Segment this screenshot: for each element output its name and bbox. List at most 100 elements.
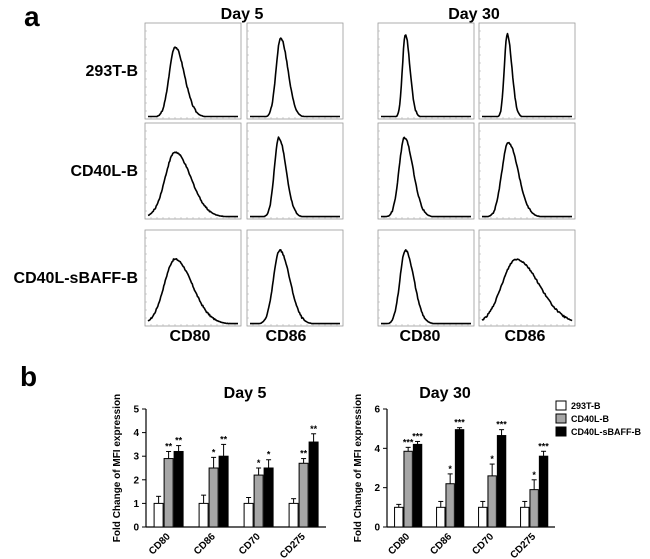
- y-tick-label-day5: 0: [133, 523, 139, 534]
- y-tick-label-day30: 6: [374, 405, 380, 416]
- y-tick-label-day30: 2: [374, 483, 380, 494]
- bar-day30-cd86-2: [454, 429, 465, 528]
- y-tick-label-day5: 3: [133, 452, 139, 463]
- histogram-frame: [144, 122, 242, 220]
- significance-label: *: [267, 450, 271, 460]
- col-label-cd86-day30: CD86: [505, 328, 546, 345]
- histogram-cd40l-sbaff-b-cd80-day30: [377, 229, 475, 327]
- histogram-frame: [377, 122, 475, 220]
- significance-label: **: [220, 434, 228, 444]
- significance-label: ***: [538, 441, 549, 451]
- bar-day30-cd70-2: [496, 435, 507, 528]
- bar-day30-cd275-1: [529, 489, 539, 528]
- histogram-cd40l-sbaff-b-cd86-day30: [478, 229, 576, 327]
- significance-label: **: [300, 449, 308, 459]
- y-axis-label-day5: Fold Change of MFI expression: [112, 394, 123, 542]
- x-tick-label-day5: CD80: [147, 531, 173, 557]
- bar-day5-cd80-2: [173, 450, 184, 528]
- histogram-frame: [246, 122, 344, 220]
- histogram-cd40l-sbaff-b-cd86-day5: [246, 229, 344, 327]
- bar-day5-cd86-2: [218, 455, 229, 528]
- significance-label: ***: [403, 437, 414, 447]
- row-label-cd40l-sbaff-b: CD40L-sBAFF-B: [14, 270, 138, 287]
- histogram-cd40l-sbaff-b-cd80-day5: [144, 229, 242, 327]
- x-tick-label-day30: CD86: [428, 531, 454, 557]
- y-tick-label-day5: 2: [133, 475, 139, 486]
- bar-day5-cd80-1: [163, 458, 174, 528]
- bar-day5-cd70-0: [243, 502, 254, 528]
- bar-day5-cd275-2: [308, 441, 319, 528]
- y-tick-label-day30: 4: [374, 444, 380, 455]
- histogram-frame: [377, 229, 475, 327]
- x-tick-label-day30: CD275: [508, 531, 538, 559]
- bar-day30-cd86-0: [436, 506, 446, 528]
- histogram-cd40l-b-cd80-day5: [144, 122, 242, 220]
- histogram-frame: [377, 22, 475, 120]
- legend: 293T-B CD40L-B CD40L-sBAFF-B: [555, 400, 642, 437]
- legend-label-cd40l-b: CD40L-B: [571, 414, 610, 424]
- significance-label: *: [257, 458, 261, 468]
- significance-label: **: [175, 436, 183, 446]
- y-axis-label-day30: Fold Change of MFI expression: [353, 394, 364, 542]
- significance-label: ***: [454, 418, 465, 428]
- histogram-curve: [482, 32, 573, 118]
- bar-day30-cd86-1: [445, 483, 455, 528]
- significance-label: ***: [412, 431, 423, 441]
- histogram-frame: [478, 229, 576, 327]
- x-tick-label-day5: CD275: [278, 531, 308, 559]
- histogram-293t-b-cd80-day5: [144, 22, 242, 120]
- y-tick-label-day5: 1: [133, 499, 139, 510]
- bar-day30-cd80-2: [412, 443, 423, 528]
- bar-day5-cd86-1: [208, 467, 219, 528]
- bar-day30-cd70-0: [478, 506, 488, 528]
- significance-label: *: [490, 454, 494, 464]
- legend-swatch-cd40l-sbaff-b: [555, 426, 567, 437]
- row-label-cd40l-b: CD40L-B: [70, 163, 138, 180]
- x-tick-label-day30: CD70: [470, 531, 496, 557]
- histogram-curve: [381, 34, 472, 118]
- legend-swatch-293t-b: [555, 400, 567, 411]
- group-title-day5: Day 5: [221, 6, 264, 23]
- legend-label-293t-b: 293T-B: [571, 401, 601, 411]
- y-tick-label-day5: 4: [133, 428, 139, 439]
- bar-day5-cd80-0: [153, 502, 164, 528]
- x-tick-label-day5: CD86: [192, 531, 218, 557]
- histogram-curve: [250, 37, 341, 118]
- legend-swatch-cd40l-b: [555, 413, 567, 424]
- panel-label-a: a: [24, 1, 40, 32]
- histogram-curve: [381, 249, 472, 325]
- histogram-curve: [147, 151, 239, 218]
- histogram-cd40l-b-cd86-day30: [478, 122, 576, 220]
- histogram-frame: [246, 229, 344, 327]
- histogram-293t-b-cd86-day5: [246, 22, 344, 120]
- bar-day30-cd80-0: [394, 506, 404, 528]
- histogram-curve: [481, 258, 573, 322]
- bar-day30-cd275-0: [520, 506, 530, 528]
- significance-label: **: [165, 441, 173, 451]
- significance-label: *: [448, 464, 452, 474]
- histogram-curve: [147, 258, 239, 325]
- histogram-curve: [250, 136, 341, 218]
- histogram-frame: [144, 229, 242, 327]
- bar-day5-cd70-2: [263, 467, 274, 528]
- bar-day30-cd275-2: [538, 455, 549, 528]
- histogram-293t-b-cd80-day30: [377, 22, 475, 120]
- bar-day5-cd70-1: [253, 474, 264, 528]
- histogram-curve: [148, 46, 239, 118]
- x-tick-label-day5: CD70: [237, 531, 263, 557]
- histogram-cd40l-b-cd86-day5: [246, 122, 344, 220]
- histogram-grid: [144, 22, 576, 327]
- bar-day30-cd80-1: [403, 450, 413, 528]
- significance-label: *: [212, 447, 216, 457]
- row-label-293t-b: 293T-B: [86, 63, 138, 80]
- bar-day5-cd275-1: [298, 462, 309, 528]
- bar-chart-title-day5: Day 5: [224, 385, 267, 402]
- histogram-frame: [478, 22, 576, 120]
- x-tick-label-day30: CD80: [386, 531, 412, 557]
- histogram-curve: [381, 136, 472, 218]
- histogram-cd40l-b-cd80-day30: [377, 122, 475, 220]
- bar-day30-cd70-1: [487, 475, 497, 528]
